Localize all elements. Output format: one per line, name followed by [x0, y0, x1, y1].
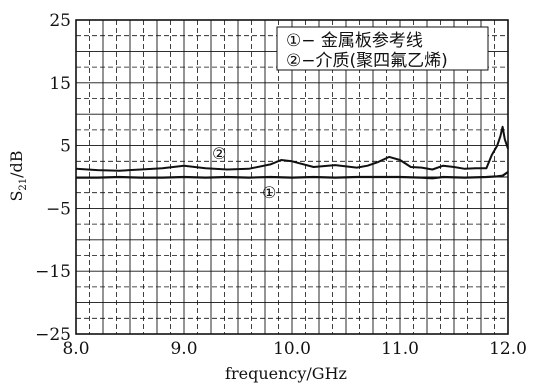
series-line-ptfe-dielectric — [75, 125, 509, 172]
x-tick-label: 9.0 — [170, 339, 197, 359]
y-tick-label: 5 — [60, 137, 71, 157]
x-tick-label: 12.0 — [489, 339, 527, 359]
legend-entry-2: ②−介质(聚四氟乙烯) — [286, 51, 448, 71]
legend: ①− 金属板参考线 ②−介质(聚四氟乙烯) — [276, 26, 489, 71]
x-tick-label: 8.0 — [62, 339, 89, 359]
y-axis-title-rest: /dB — [7, 150, 26, 177]
legend-label-1: − 金属板参考线 — [301, 31, 423, 51]
plot-frame — [75, 19, 509, 335]
tick-labels: 8.0 9.0 10.0 11.0 12.0 −25 −15 −5 5 15 25 — [35, 11, 527, 359]
series-1-annotation: ① — [262, 183, 276, 202]
y-tick-label: −25 — [35, 325, 71, 345]
y-axis-title-base: S — [7, 191, 26, 202]
y-axis-title: S21/dB — [7, 150, 29, 201]
y-tick-label: 25 — [49, 11, 71, 31]
series-2-annotation: ② — [212, 144, 226, 163]
series-line-metal-plate-reference — [76, 171, 509, 180]
y-tick-label: −5 — [46, 199, 71, 219]
legend-box — [276, 26, 489, 71]
x-tick-label: 11.0 — [381, 339, 419, 359]
legend-label-2: −介质(聚四氟乙烯) — [301, 51, 448, 71]
legend-entry-1: ①− 金属板参考线 — [286, 31, 423, 51]
y-tick-label: −15 — [35, 262, 71, 282]
legend-marker-1: ① — [286, 31, 301, 51]
series-layer — [75, 125, 509, 180]
y-axis-title-sub: 21 — [18, 178, 29, 191]
x-tick-label: 10.0 — [273, 339, 311, 359]
y-tick-label: 15 — [49, 74, 71, 94]
x-axis-title: frequency/GHz — [225, 364, 347, 383]
legend-marker-2: ② — [286, 51, 301, 71]
